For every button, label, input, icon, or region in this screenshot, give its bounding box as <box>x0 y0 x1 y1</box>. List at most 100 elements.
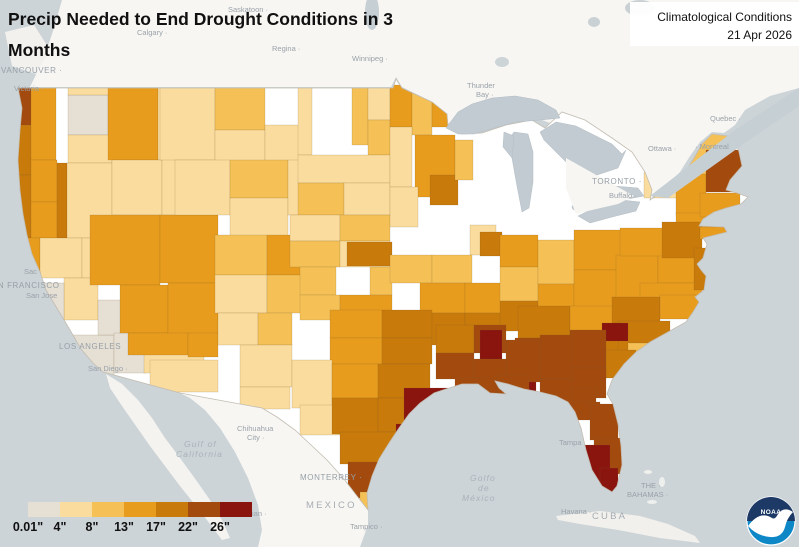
climate-division <box>30 159 58 203</box>
climate-division <box>299 266 337 296</box>
climate-division <box>214 274 268 314</box>
map-title-line2: Months <box>8 40 70 60</box>
climate-division <box>174 159 231 216</box>
climate-division <box>30 84 57 161</box>
bahamas-islands <box>644 470 665 504</box>
city-label: San Jose <box>26 291 57 300</box>
legend-swatch <box>220 502 252 517</box>
climate-division <box>431 254 473 284</box>
climate-division <box>573 229 625 271</box>
legend-swatch <box>60 502 92 517</box>
climate-division <box>589 403 619 441</box>
cuba-land <box>556 511 700 543</box>
legend-colorbar: 0.01" 4" 8" 13" 17" 22" 26" <box>13 502 252 534</box>
noaa-logo: NOAA <box>746 496 796 546</box>
climate-division <box>464 282 506 314</box>
climate-division <box>289 214 341 242</box>
lake-superior <box>445 95 561 135</box>
climate-division <box>107 84 159 161</box>
legend-label: 4" <box>54 520 67 534</box>
climate-division <box>569 329 607 369</box>
header-subtitle: Climatological Conditions <box>657 10 792 24</box>
climate-division <box>239 344 293 388</box>
climate-division <box>329 309 383 339</box>
city-label: Buffalo · <box>609 191 637 200</box>
mexico-land <box>103 372 368 547</box>
city-label: · Montreal <box>695 142 729 151</box>
climate-division <box>167 282 219 336</box>
lake-nipigon <box>495 57 509 67</box>
climate-division <box>419 282 466 314</box>
climate-division <box>539 334 573 380</box>
climate-division <box>149 359 219 393</box>
noaa-logo-text: NOAA <box>761 509 782 516</box>
climate-division <box>67 134 113 164</box>
climate-division <box>159 84 216 161</box>
city-label: ian · <box>252 509 267 518</box>
climate-division <box>611 296 661 324</box>
city-label: Havana · <box>561 507 591 516</box>
city-label: Winnipeg · <box>352 54 388 63</box>
city-label: MONTERREY · <box>300 473 362 482</box>
climate-division <box>229 197 289 237</box>
climate-division <box>367 119 391 156</box>
legend-swatch <box>92 502 124 517</box>
city-label: Ottawa · <box>648 144 676 153</box>
climate-division <box>297 154 391 184</box>
climate-division <box>479 231 503 257</box>
climate-division <box>89 214 161 286</box>
legend-label: 8" <box>86 520 99 534</box>
legend-label: 26" <box>210 520 230 534</box>
city-label: MEXICO <box>306 500 357 511</box>
climate-division <box>381 337 433 365</box>
climate-division <box>346 241 393 267</box>
legend-swatch <box>124 502 156 517</box>
climate-division <box>454 139 474 181</box>
legend-swatch <box>156 502 188 517</box>
city-label: Tampico · <box>350 522 383 531</box>
climate-division <box>297 84 313 156</box>
southern-ontario <box>566 158 634 214</box>
city-label: Bay · <box>476 90 494 99</box>
city-label: Sac · <box>24 267 42 276</box>
climate-division <box>289 240 341 268</box>
legend-label: 22" <box>178 520 198 534</box>
city-label: Regina · <box>272 44 300 53</box>
climate-division <box>329 337 383 365</box>
city-label: SAN FRANCISCO <box>0 281 60 290</box>
legend-label: 17" <box>146 520 166 534</box>
climate-division <box>331 363 379 399</box>
lake-huron <box>539 121 627 179</box>
baja-california <box>106 374 230 540</box>
climate-division <box>127 332 189 356</box>
climate-division <box>429 174 459 206</box>
climate-division <box>369 266 393 296</box>
climate-division <box>435 352 475 380</box>
city-label: California <box>176 449 223 459</box>
climate-division <box>389 254 433 284</box>
climate-division <box>297 182 345 216</box>
green-bay <box>502 131 515 159</box>
header-date: 21 Apr 2026 <box>727 28 792 42</box>
city-label: Saskatoon · <box>228 5 268 14</box>
great-lakes <box>445 95 645 224</box>
city-label: Golfo <box>470 473 496 483</box>
climate-division <box>499 234 539 268</box>
climate-division <box>217 312 259 346</box>
city-label: BAHAMAS · <box>627 490 668 499</box>
city-label: Gulf of <box>184 439 217 449</box>
climate-division <box>119 284 169 334</box>
city-label: de <box>478 483 490 493</box>
climate-division <box>67 94 109 136</box>
climate-division <box>291 359 333 409</box>
climate-division <box>239 386 291 410</box>
legend-label: 13" <box>114 520 134 534</box>
city-label: Chihuahua <box>237 424 274 433</box>
climate-division <box>339 214 391 242</box>
city-label: City · <box>247 433 265 442</box>
legend-swatch <box>28 502 60 517</box>
lake-winnipeg <box>365 0 379 30</box>
climate-division <box>351 84 369 146</box>
vancouver-island <box>5 25 50 74</box>
